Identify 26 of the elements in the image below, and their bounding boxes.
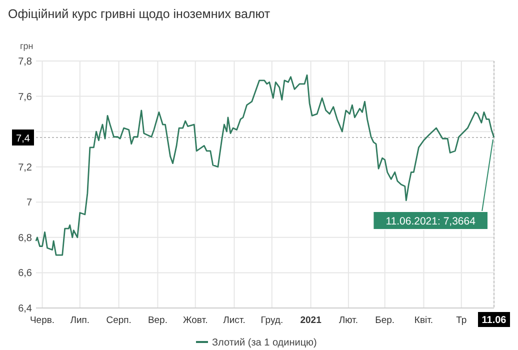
y-tick-label: 7,6 — [18, 92, 32, 103]
y-tick-label: 7 — [26, 198, 32, 209]
ref-line-label: 7,4 — [16, 134, 30, 144]
y-tick-label: 6,4 — [18, 304, 32, 314]
x-tick-label: Тр — [456, 315, 467, 326]
x-tick-label: 2021 — [300, 315, 322, 326]
y-tick-label: 7,2 — [18, 162, 32, 174]
x-tick-label: Вер. — [148, 315, 168, 326]
x-tick-label: Груд. — [260, 315, 284, 326]
x-tick-label: Лип. — [70, 315, 90, 326]
legend-label: Злотий (за 1 одиницю) — [212, 338, 317, 348]
annotation: 11.06.2021: 7,3664 — [386, 216, 476, 228]
x-tick-label: Лист. — [223, 315, 246, 326]
x-tick-label: Серп. — [106, 315, 132, 326]
y-axis-title: грн — [20, 41, 34, 51]
x-tick-label: Черв. — [30, 315, 55, 326]
x-tick-label: Жовт. — [182, 315, 208, 326]
chart-title: Офіційний курс гривні щодо іноземних валют — [8, 7, 270, 21]
y-tick-label: 7,8 — [18, 56, 32, 68]
y-tick-label: 6,8 — [18, 232, 32, 244]
x-tick-label: Лют. — [338, 315, 358, 326]
y-tick-label: 6,6 — [18, 268, 32, 280]
x-tick-label: 11.06 — [482, 315, 507, 326]
x-tick-label: Квіт. — [414, 315, 434, 326]
line-series — [35, 74, 495, 256]
x-tick-label: Бер. — [375, 315, 395, 326]
